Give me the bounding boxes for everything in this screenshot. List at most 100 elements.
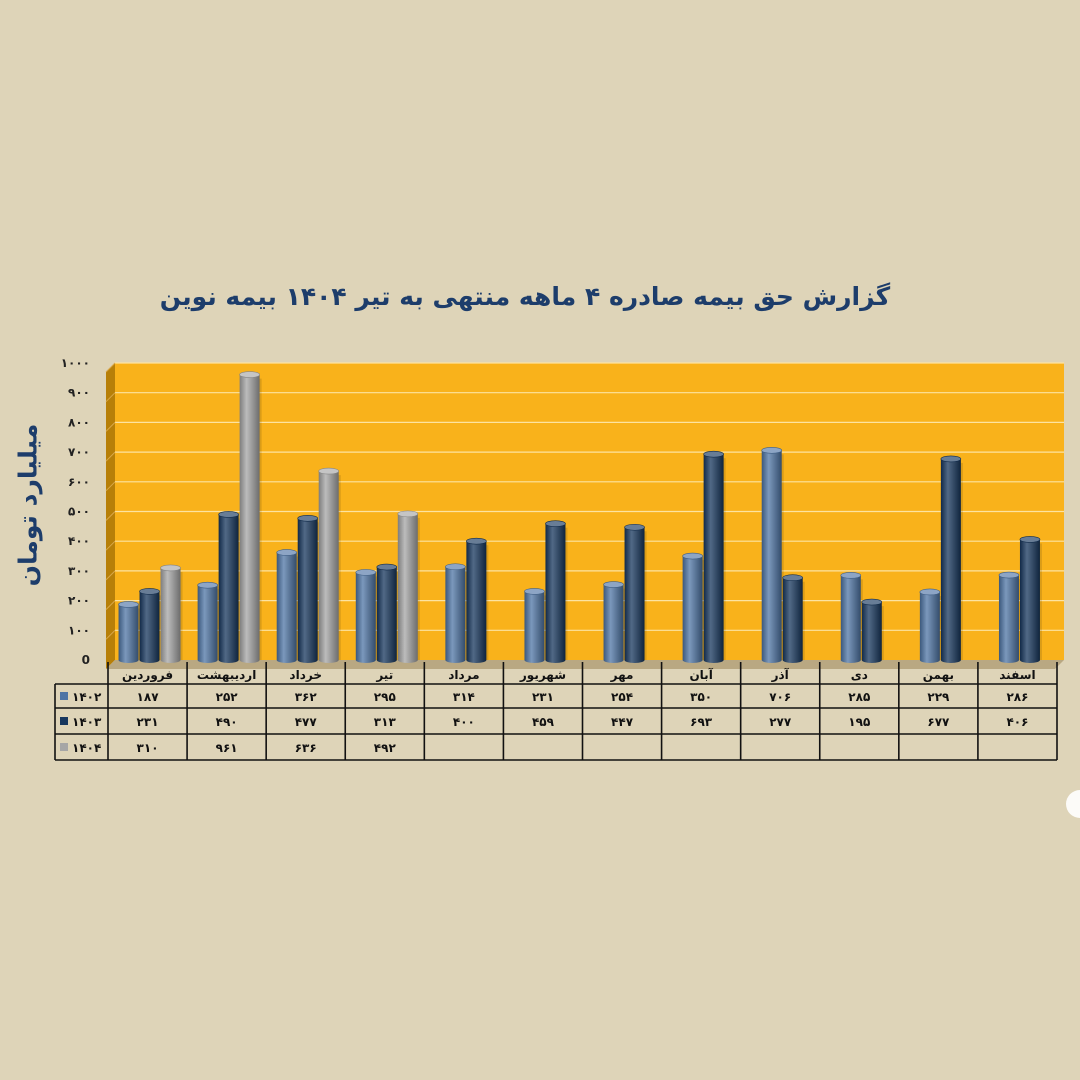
bar: [297, 515, 320, 663]
bar: [682, 552, 705, 663]
y-tick-label: ۲۰۰: [68, 594, 90, 608]
category-label: فروردین: [122, 668, 173, 683]
bar: [624, 523, 647, 663]
y-tick-label: ۴۰۰: [68, 534, 90, 548]
bar-body: [218, 514, 239, 663]
category-label: شهریور: [519, 668, 566, 683]
bar-cap: [603, 581, 624, 588]
bar-cap: [840, 572, 862, 579]
bar-cap: [397, 510, 419, 518]
gridline-side: [105, 422, 116, 432]
bar-body: [466, 541, 487, 663]
bar-body: [276, 552, 297, 663]
bar: [1019, 536, 1042, 664]
bar-body: [139, 591, 160, 663]
category-label: مهر: [610, 668, 634, 682]
y-tick-label: ۱۰۰۰: [61, 356, 90, 370]
bar-body: [197, 585, 218, 663]
data-label: ۳۱۰: [137, 741, 159, 755]
bar-cap: [624, 523, 645, 531]
chart-title: گزارش حق بیمه صادره ۴ ماهه منتهی به تیر …: [159, 282, 891, 311]
gridline-side: [105, 629, 116, 640]
bar-body: [160, 567, 181, 663]
category-label: تیر: [375, 668, 393, 682]
bar-cap: [940, 455, 962, 463]
category-label: دی: [851, 668, 868, 682]
category-label: بهمن: [923, 668, 954, 682]
data-label: ۲۲۹: [927, 690, 950, 704]
bar-body: [445, 566, 466, 663]
bar-body: [761, 450, 782, 663]
legend-swatch: [60, 743, 68, 751]
bar-body: [682, 556, 703, 663]
bar-body: [782, 577, 803, 663]
data-label: ۲۳۱: [532, 690, 554, 704]
data-label: ۶۹۳: [690, 715, 713, 729]
category-label: خرداد: [289, 668, 322, 682]
legend-swatch: [60, 717, 68, 725]
bar: [376, 563, 399, 663]
bar: [197, 581, 220, 663]
bar-cap: [160, 564, 181, 572]
data-label: ۲۷۷: [769, 715, 792, 729]
bar: [840, 572, 863, 663]
bar-cap: [545, 520, 566, 527]
data-label: ۲۹۵: [374, 690, 396, 704]
bar-body: [318, 471, 339, 663]
bar-cap: [118, 601, 139, 608]
bar-cap: [682, 552, 703, 560]
bar-body: [355, 572, 376, 663]
bar: [761, 447, 784, 663]
data-label: ۶۷۷: [927, 715, 950, 729]
bar-cap: [239, 371, 260, 378]
bar-cap: [861, 598, 883, 606]
corner-decoration: [1066, 790, 1080, 818]
bar-body: [397, 513, 418, 663]
gridline-side: [105, 540, 116, 551]
data-label: ۴۴۷: [611, 715, 634, 729]
bar-cap: [1019, 536, 1041, 543]
bar-cap: [276, 549, 298, 556]
bar-body: [624, 527, 645, 663]
bar-cap: [761, 447, 783, 454]
y-tick-label: ۷۰۰: [68, 445, 90, 459]
bar-cap: [919, 588, 941, 596]
category-label: اردیبهشت: [197, 668, 256, 682]
bar-body: [940, 458, 961, 663]
bar-cap: [197, 581, 218, 589]
series-name: ۱۴۰۴: [72, 741, 101, 755]
bar-body: [118, 604, 139, 663]
bar-cap: [318, 467, 340, 475]
data-label: ۴۹۲: [374, 741, 397, 755]
bar-body: [545, 523, 566, 663]
data-label: ۴۰۶: [1006, 715, 1028, 729]
bar-body: [297, 518, 318, 663]
bar: [940, 455, 963, 663]
bar: [397, 510, 420, 663]
y-tick-label: ۳۰۰: [68, 564, 90, 578]
gridline-side: [105, 600, 116, 610]
data-label: ۲۵۴: [611, 690, 633, 704]
bar-body: [861, 602, 882, 663]
data-label: ۲۳۱: [137, 715, 159, 729]
y-tick-label: ۹۰۰: [68, 386, 90, 400]
bar: [218, 511, 241, 663]
data-label: ۳۱۴: [453, 690, 475, 704]
data-label: ۱۹۵: [848, 715, 870, 729]
bar-body: [376, 567, 397, 663]
bar-body: [1019, 539, 1040, 664]
data-label: ۲۸۵: [848, 690, 870, 704]
bar-cap: [355, 569, 377, 576]
data-label: ۳۵۰: [690, 690, 712, 704]
data-label: ۳۱۳: [374, 715, 397, 729]
data-label: ۴۹۰: [216, 715, 238, 729]
bar-body: [998, 575, 1019, 663]
bar: [445, 563, 468, 663]
bar: [998, 571, 1021, 663]
bar-cap: [297, 515, 319, 522]
bar-cap: [524, 588, 545, 595]
category-label: مرداد: [448, 668, 479, 682]
bar-cap: [782, 574, 804, 582]
y-tick-label: ۶۰۰: [68, 475, 90, 489]
bar-body: [840, 575, 861, 663]
